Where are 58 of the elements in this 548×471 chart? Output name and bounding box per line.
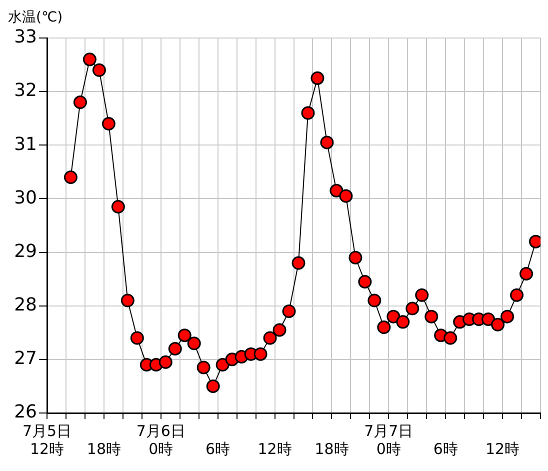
x-tick-label: 6時 (433, 440, 458, 458)
point (263, 331, 277, 345)
point (158, 355, 172, 369)
y-tick-label: 28 (14, 294, 37, 316)
point (206, 379, 220, 393)
point (444, 331, 458, 345)
point (348, 250, 362, 264)
x-tick-label: 12時 (485, 440, 520, 458)
y-tick-label: 26 (14, 402, 37, 423)
point (196, 360, 210, 374)
point (92, 63, 106, 77)
point (282, 304, 296, 318)
y-tick-label: 30 (14, 187, 37, 208)
point (500, 310, 514, 324)
point (396, 315, 410, 329)
point (330, 184, 344, 198)
point (187, 336, 201, 350)
point (216, 358, 230, 372)
point (168, 342, 182, 356)
point (120, 294, 134, 308)
point (292, 256, 306, 270)
point (510, 288, 524, 302)
point (339, 189, 353, 203)
x-tick-label: 7月7日 0時 (364, 422, 414, 458)
point (491, 318, 505, 332)
point (406, 302, 420, 316)
point (130, 331, 144, 345)
point (178, 328, 192, 342)
x-tick-label: 7月5日 12時 (22, 422, 72, 458)
x-tick-label: 12時 (258, 440, 292, 458)
x-tick-label: 7月6日 0時 (136, 422, 186, 458)
point (102, 116, 116, 130)
y-tick-label: 27 (14, 348, 37, 370)
y-tick-label: 29 (14, 240, 37, 262)
y-axis-title: 水温(℃) (8, 10, 63, 26)
point (301, 106, 315, 120)
point (73, 96, 87, 110)
point (520, 266, 534, 280)
y-tick-label: 31 (14, 134, 37, 155)
point (272, 323, 286, 337)
point (111, 200, 125, 214)
point (310, 71, 324, 85)
x-tick-label: 6時 (206, 440, 230, 458)
point (415, 288, 429, 302)
y-tick-label: 33 (14, 26, 37, 48)
y-tick-label: 32 (14, 80, 37, 102)
point (386, 310, 400, 324)
point (64, 170, 78, 184)
point (377, 320, 391, 334)
point (358, 275, 372, 288)
x-tick-label: 18時 (86, 440, 121, 458)
point (424, 310, 438, 324)
point (82, 52, 96, 66)
x-tick-label: 18時 (314, 440, 349, 458)
point (320, 136, 334, 150)
point (368, 294, 382, 308)
point (254, 347, 268, 361)
point (482, 312, 496, 326)
